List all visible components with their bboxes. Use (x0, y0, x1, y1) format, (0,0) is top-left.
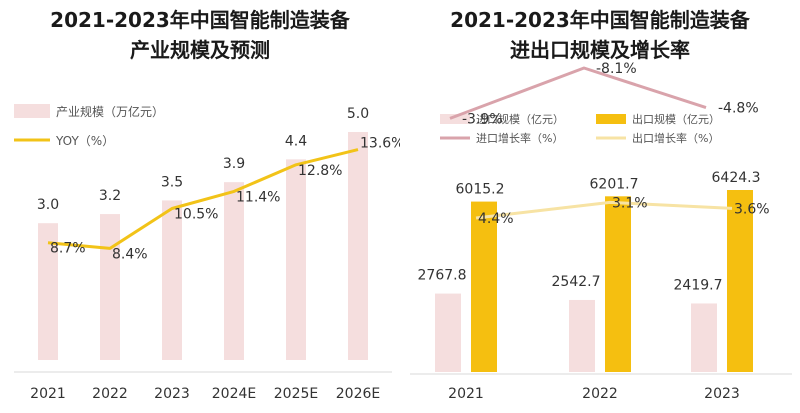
x-tick-label: 2021 (30, 386, 66, 402)
export-rate-label: 4.4% (478, 211, 514, 227)
industry-scale-chart: 产业规模（万亿元） YOY（%） 3.0 3.2 3.5 3.9 4.4 5.0 8.7% 8.4… (14, 104, 400, 402)
import-value-label: 2542.7 (552, 274, 601, 290)
import-rate-label: -8.1% (596, 61, 637, 77)
legend-label-industry-scale: 产业规模（万亿元） (56, 104, 164, 119)
bar-value-label: 3.0 (37, 197, 59, 213)
export-value-label: 6201.7 (590, 176, 639, 192)
import-export-chart: 进口规模（亿元） 出口规模（亿元） 进口增长率（%） 出口增长率（%） 2767.8 25… (410, 61, 792, 402)
left-chart-title-line-2: 产业规模及预测 (130, 38, 270, 62)
import-export-chart-panel: 2021-2023年中国智能制造装备 进出口规模及增长率 进口规模（亿元） 出口规… (400, 0, 800, 413)
scale-bar (286, 159, 306, 360)
bar-value-label: 4.4 (285, 133, 307, 149)
legend-label-yoy: YOY（%） (55, 134, 114, 148)
left-chart-title-line-1: 2021-2023年中国智能制造装备 (50, 8, 350, 32)
legend-label-import-rate: 进口增长率（%） (476, 131, 563, 145)
import-bar (691, 303, 717, 372)
x-tick-label: 2022 (582, 386, 618, 402)
scale-bar (224, 182, 244, 360)
export-bar (727, 190, 753, 372)
bar-value-label: 3.2 (99, 188, 121, 204)
x-tick-label: 2021 (448, 386, 484, 402)
legend-label-export-rate: 出口增长率（%） (632, 131, 719, 145)
right-chart-title-line-1: 2021-2023年中国智能制造装备 (450, 8, 750, 32)
export-rate-label: 3.1% (612, 195, 648, 211)
export-bar (471, 201, 497, 372)
yoy-value-label: 10.5% (174, 207, 218, 223)
yoy-value-label: 13.6% (360, 136, 400, 152)
x-tick-label: 2023 (154, 386, 190, 402)
export-rate-line (475, 200, 733, 220)
x-tick-label: 2026E (336, 386, 380, 402)
bar-value-label: 3.5 (161, 174, 183, 190)
x-tick-label: 2023 (704, 386, 740, 402)
legend-swatch-industry-scale (14, 104, 50, 118)
legend-label-import: 进口规模（亿元） (476, 112, 564, 126)
import-rate-label: -4.8% (718, 101, 759, 117)
import-bar (569, 299, 595, 372)
export-rate-label: 3.6% (734, 201, 770, 217)
right-chart-title-line-2: 进出口规模及增长率 (510, 38, 690, 62)
scale-bar (38, 223, 58, 360)
yoy-value-label: 8.4% (112, 246, 148, 262)
import-rate-label: -3.9% (462, 111, 503, 127)
export-value-label: 6015.2 (456, 182, 505, 198)
scale-bar (348, 132, 368, 360)
import-bar (435, 293, 461, 372)
x-tick-label: 2022 (92, 386, 128, 402)
scale-bar (100, 214, 120, 360)
yoy-value-label: 8.7% (50, 241, 86, 257)
bar-value-label: 5.0 (347, 106, 369, 122)
legend-label-export: 出口规模（亿元） (632, 112, 720, 126)
legend-swatch-export (596, 114, 626, 124)
x-tick-label: 2024E (212, 386, 256, 402)
yoy-line (47, 148, 359, 250)
export-value-label: 6424.3 (712, 170, 761, 186)
yoy-value-label: 12.8% (298, 163, 342, 179)
yoy-value-label: 11.4% (236, 189, 280, 205)
industry-scale-chart-panel: 2021-2023年中国智能制造装备 产业规模及预测 产业规模（万亿元） YOY（… (14, 8, 400, 402)
x-tick-label: 2025E (274, 386, 318, 402)
export-bar (605, 196, 631, 372)
scale-bar (162, 200, 182, 360)
import-value-label: 2419.7 (674, 277, 723, 293)
import-rate-line (449, 66, 707, 120)
import-value-label: 2767.8 (418, 268, 467, 284)
legend-swatch-import (440, 114, 470, 124)
bar-value-label: 3.9 (223, 156, 245, 172)
